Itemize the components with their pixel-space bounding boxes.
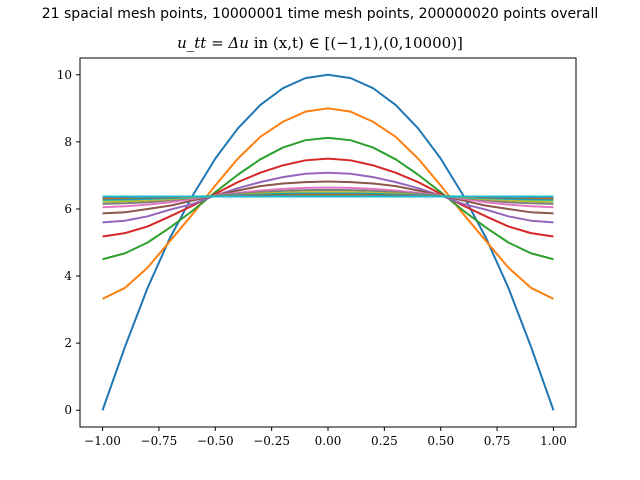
x-tick-label: −0.75 bbox=[141, 434, 178, 448]
series-line-6 bbox=[102, 180, 554, 215]
series-line-2 bbox=[102, 107, 554, 300]
x-tick-label: −0.25 bbox=[253, 434, 290, 448]
chart-subtitle-equation: u_tt = Δu bbox=[177, 34, 249, 52]
chart-subtitle-domain: in (x,t) ∈ [(−1,1),(0,10000)] bbox=[248, 34, 463, 52]
y-tick-label: 8 bbox=[64, 135, 72, 149]
y-tick-label: 6 bbox=[64, 202, 72, 216]
x-tick-label: −0.50 bbox=[197, 434, 234, 448]
series-line-1 bbox=[101, 73, 555, 411]
y-tick-label: 10 bbox=[57, 68, 72, 82]
y-axis-ticks: 0 2 4 6 8 10 bbox=[57, 68, 80, 417]
x-tick-label: 0.50 bbox=[427, 434, 454, 448]
y-tick-label: 4 bbox=[64, 269, 72, 283]
series-layer bbox=[101, 73, 555, 411]
x-axis-ticks: −1.00 −0.75 −0.50 −0.25 0.00 0.25 0.50 0.75 1.00 bbox=[84, 427, 567, 448]
x-tick-label: 0.75 bbox=[484, 434, 511, 448]
y-tick-label: 2 bbox=[64, 336, 72, 350]
series-line-5 bbox=[102, 171, 554, 224]
chart-title: 21 spacial mesh points, 10000001 time me… bbox=[41, 6, 599, 22]
series-line-4 bbox=[102, 157, 554, 238]
chart-subtitle: u_tt = Δu in (x,t) ∈ [(−1,1),(0,10000)] bbox=[0, 34, 640, 52]
series-line-3 bbox=[102, 136, 554, 261]
y-tick-label: 0 bbox=[64, 403, 72, 417]
series-line-7 bbox=[102, 186, 554, 209]
x-tick-label: 0.00 bbox=[315, 434, 342, 448]
axes-frame bbox=[79, 57, 577, 428]
x-tick-label: 0.25 bbox=[371, 434, 398, 448]
x-tick-label: −1.00 bbox=[84, 434, 121, 448]
x-tick-label: 1.00 bbox=[540, 434, 567, 448]
